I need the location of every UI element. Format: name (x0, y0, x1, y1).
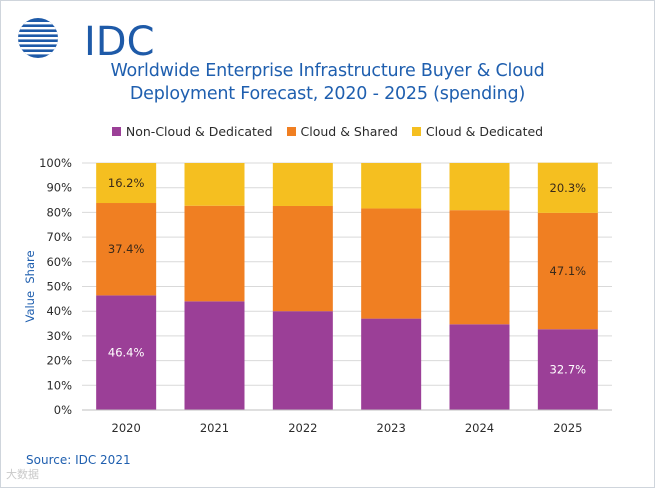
y-tick-label: 40% (46, 304, 72, 318)
bar-segment-cloud-shared-2023 (361, 208, 422, 319)
x-tick-label: 2020 (112, 421, 141, 435)
legend-item-cloud-dedicated: Cloud & Dedicated (411, 123, 544, 139)
bar-segment-cloud-dedicated-2021 (184, 163, 245, 206)
data-label: 20.3% (550, 181, 587, 195)
watermark: 大数据 (6, 468, 39, 481)
legend-item-non-cloud-dedicated: Non-Cloud & Dedicated (111, 123, 273, 139)
bar-segment-cloud-dedicated-2020 (96, 163, 157, 204)
y-tick-label: 70% (46, 230, 72, 244)
chart-title-line-2: Deployment Forecast, 2020 - 2025 (spendi… (129, 84, 526, 104)
data-label: 16.2% (108, 176, 145, 190)
legend-label-cloud-dedicated: Cloud & Dedicated (425, 123, 544, 139)
x-tick-label: 2025 (553, 421, 582, 435)
legend-label-cloud-shared: Cloud & Shared (300, 123, 398, 139)
x-tick-label: 2022 (288, 421, 317, 435)
bar-segment-non-cloud-dedicated-2020 (96, 295, 157, 410)
bar-segment-cloud-dedicated-2024 (449, 163, 510, 211)
bar-segment-non-cloud-dedicated-2023 (361, 318, 422, 410)
y-tick-label: 80% (46, 205, 72, 219)
y-axis-title: Value Share (23, 250, 37, 322)
data-label: 37.4% (108, 242, 145, 256)
legend-label-non-cloud-dedicated: Non-Cloud & Dedicated (125, 123, 273, 139)
y-tick-label: 100% (39, 156, 72, 170)
bar-segment-cloud-shared-2022 (272, 205, 333, 312)
bar-segment-non-cloud-dedicated-2025 (537, 329, 598, 410)
bar-segment-cloud-dedicated-2025 (537, 162, 598, 213)
bar-segment-cloud-dedicated-2022 (272, 163, 333, 206)
data-label: 47.1% (550, 264, 587, 278)
y-tick-label: 60% (46, 255, 72, 269)
legend-swatch-cloud-shared (286, 126, 296, 136)
legend-item-cloud-shared: Cloud & Shared (286, 123, 398, 139)
x-tick-label: 2024 (465, 421, 494, 435)
y-tick-label: 90% (46, 181, 72, 195)
logo-wordmark: IDC (84, 19, 155, 65)
chart-legend: Non-Cloud & Dedicated Cloud & Shared Clo… (0, 123, 655, 139)
y-tick-label: 10% (46, 378, 72, 392)
legend-swatch-cloud-dedicated (411, 126, 421, 136)
bar-segment-non-cloud-dedicated-2022 (272, 311, 333, 410)
bar-segment-non-cloud-dedicated-2024 (449, 324, 510, 410)
x-tick-label: 2021 (200, 421, 229, 435)
y-tick-label: 0% (54, 403, 72, 417)
legend-swatch-non-cloud-dedicated (111, 126, 121, 136)
data-label: 46.4% (108, 346, 145, 360)
bar-segment-cloud-shared-2024 (449, 210, 510, 325)
chart-title: Worldwide Enterprise Infrastructure Buye… (60, 60, 595, 106)
bar-segment-cloud-shared-2020 (96, 203, 157, 296)
y-tick-label: 20% (46, 354, 72, 368)
idc-logo: IDC (16, 14, 161, 62)
y-tick-label: 50% (46, 280, 72, 294)
bar-segment-non-cloud-dedicated-2021 (184, 301, 245, 410)
y-tick-label: 30% (46, 329, 72, 343)
source-note: Source: IDC 2021 (26, 453, 131, 467)
bar-segment-cloud-shared-2025 (537, 212, 598, 330)
bar-segment-cloud-shared-2021 (184, 205, 245, 302)
x-tick-label: 2023 (377, 421, 406, 435)
globe-icon (18, 18, 58, 58)
chart-title-line-1: Worldwide Enterprise Infrastructure Buye… (110, 61, 545, 81)
bar-segment-cloud-dedicated-2023 (361, 163, 422, 209)
data-label: 32.7% (550, 363, 587, 377)
